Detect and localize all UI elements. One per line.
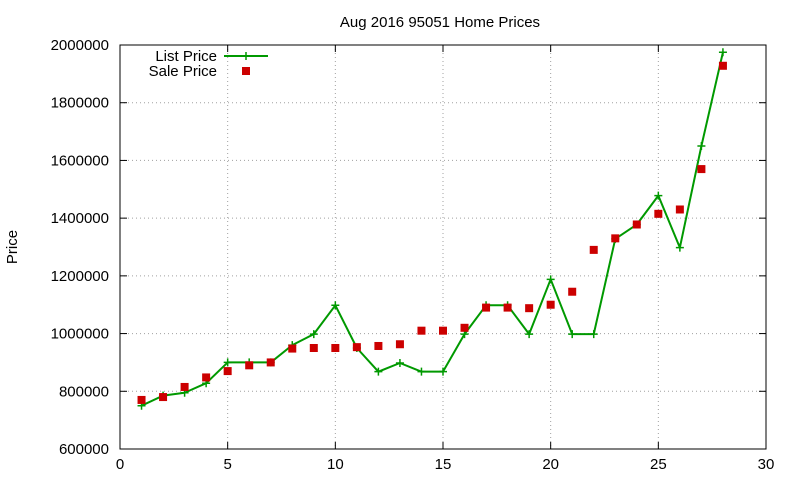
series-layer: [137, 48, 727, 410]
sale-price-point: [417, 326, 426, 335]
list-price-point: [568, 330, 577, 339]
list-price-point: [589, 330, 598, 339]
sale-price-point: [180, 382, 189, 391]
plot-frame: [119, 44, 767, 450]
sale-price-point: [525, 304, 534, 313]
list-price-line: [141, 51, 724, 407]
x-tick-label: 5: [223, 456, 231, 473]
sale-price-point: [503, 303, 512, 312]
sale-price-point: [675, 205, 684, 214]
legend-label-sale-price: Sale Price: [149, 63, 217, 80]
y-tick-label: 2000000: [51, 37, 109, 54]
list-price-point: [309, 330, 318, 339]
sale-price-point: [374, 341, 383, 350]
y-tick-label: 1800000: [51, 95, 109, 112]
list-price-point: [374, 367, 383, 376]
x-tick-label: 30: [758, 456, 775, 473]
list-price-point: [439, 367, 447, 376]
sale-price-point: [266, 358, 275, 367]
x-tick-label: 25: [650, 456, 667, 473]
list-price-point: [654, 191, 663, 200]
y-tick-label: 1000000: [51, 326, 109, 343]
y-axis-label: Price: [4, 230, 21, 264]
sale-price-point: [439, 326, 447, 335]
legend-marker-sale-price: [242, 67, 250, 75]
sale-price-point: [568, 287, 577, 296]
list-price-point: [546, 275, 555, 284]
list-price-point: [223, 358, 232, 367]
y-tick-label: 1600000: [51, 152, 109, 169]
x-tick-label: 20: [542, 456, 559, 473]
list-price-point: [417, 367, 426, 376]
sale-price-point: [137, 395, 146, 404]
sale-price-point: [245, 361, 254, 370]
sale-price-point: [611, 234, 620, 243]
list-price-point: [331, 301, 340, 310]
sale-price-point: [718, 61, 727, 70]
sale-price-point: [589, 245, 598, 254]
list-price-point: [675, 243, 684, 252]
x-tick-label: 10: [327, 456, 344, 473]
y-tick-label: 1400000: [51, 210, 109, 227]
sale-price-point: [546, 300, 555, 309]
list-price-point: [697, 142, 706, 150]
x-tick-label: 15: [435, 456, 452, 473]
y-tick-label: 1200000: [51, 268, 109, 285]
sale-price-point: [632, 220, 641, 229]
list-price-point: [525, 330, 534, 339]
sale-price-point: [331, 344, 340, 352]
sale-price-point: [460, 323, 469, 332]
sale-price-point: [697, 165, 706, 174]
legend-label-list-price: List Price: [155, 48, 217, 65]
sale-price-point: [288, 344, 297, 353]
sale-price-point: [352, 343, 361, 352]
sale-price-point: [202, 373, 211, 382]
sale-price-point: [482, 303, 491, 312]
y-tick-label: 600000: [59, 441, 109, 458]
sale-price-point: [159, 393, 168, 402]
grid-lines: [120, 45, 766, 449]
list-price-point: [395, 359, 404, 368]
legend: List Price Sale Price: [149, 48, 268, 80]
list-price-point: [718, 48, 727, 57]
sale-price-point: [395, 340, 404, 349]
sale-price-point: [654, 209, 663, 218]
x-tick-label: 0: [116, 456, 124, 473]
sale-price-point: [223, 367, 232, 376]
y-tick-label: 800000: [59, 383, 109, 400]
chart-title: Aug 2016 95051 Home Prices: [340, 14, 540, 31]
legend-marker-list-price: [242, 52, 250, 60]
sale-price-point: [309, 344, 318, 352]
